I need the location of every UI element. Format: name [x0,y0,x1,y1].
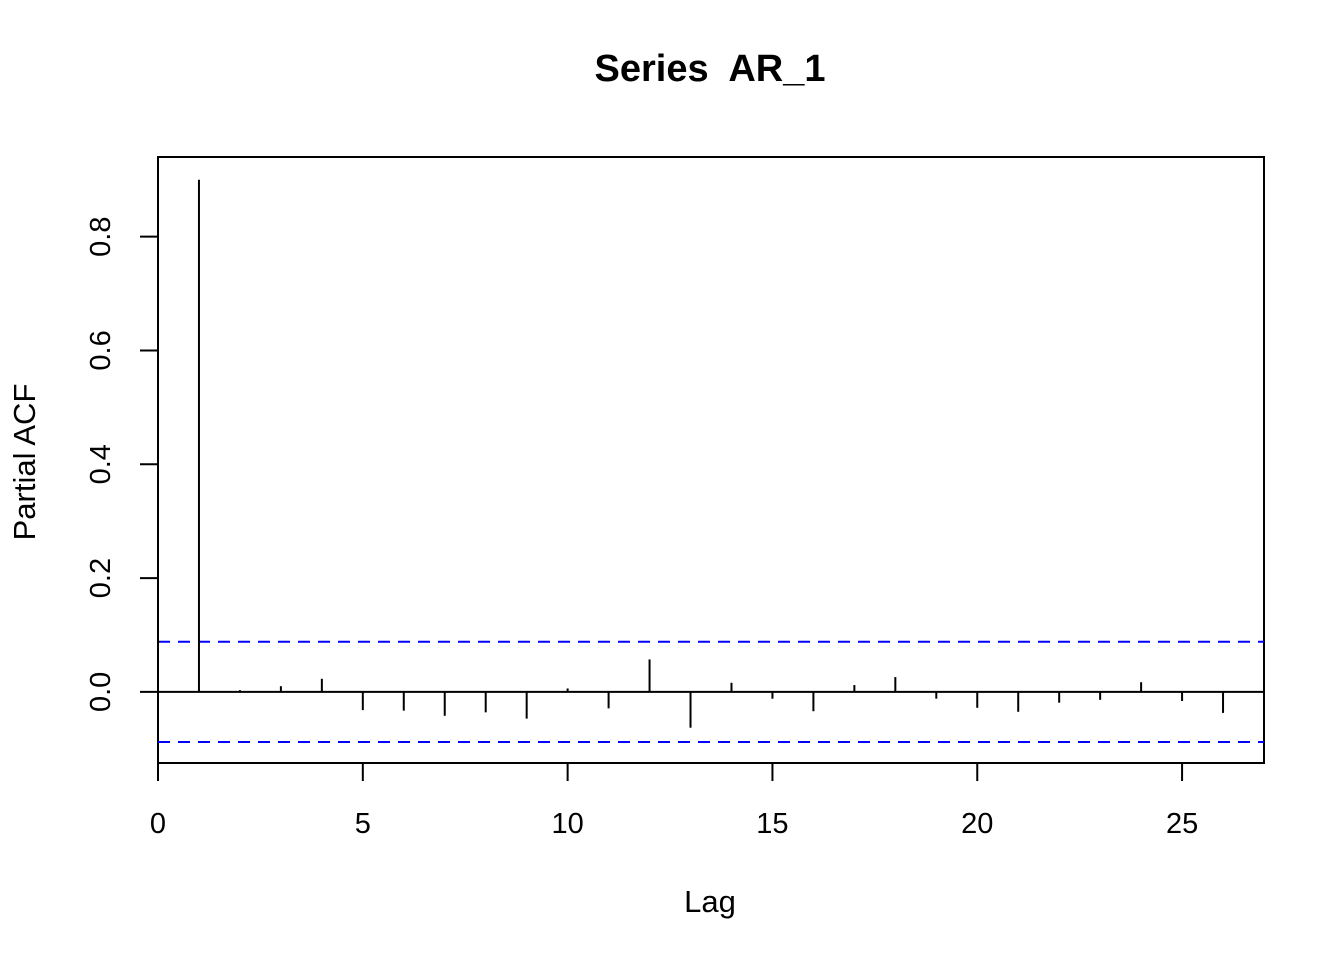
pacf-spikes [197,179,1225,728]
x-tick-label: 10 [551,808,583,840]
x-tick-label: 25 [1166,808,1198,840]
y-tick-label: 0.2 [85,558,117,598]
y-axis: 0.0 0.2 0.4 0.6 0.8 [85,216,159,712]
y-tick-label: 0.6 [85,330,117,370]
x-tick-label: 0 [150,808,166,840]
y-axis-label: Partial ACF [7,384,42,541]
x-axis-label: Lag [684,884,736,919]
y-tick-label: 0.8 [85,216,117,256]
x-tick-label: 5 [355,808,371,840]
x-tick-label: 15 [756,808,788,840]
x-tick-label: 20 [961,808,993,840]
x-axis: 0 5 10 15 20 25 [150,762,1198,840]
plot-frame [157,156,1265,764]
y-tick-label: 0.0 [85,672,117,712]
y-tick-label: 0.4 [85,444,117,484]
chart-title: Series AR_1 [595,48,826,90]
